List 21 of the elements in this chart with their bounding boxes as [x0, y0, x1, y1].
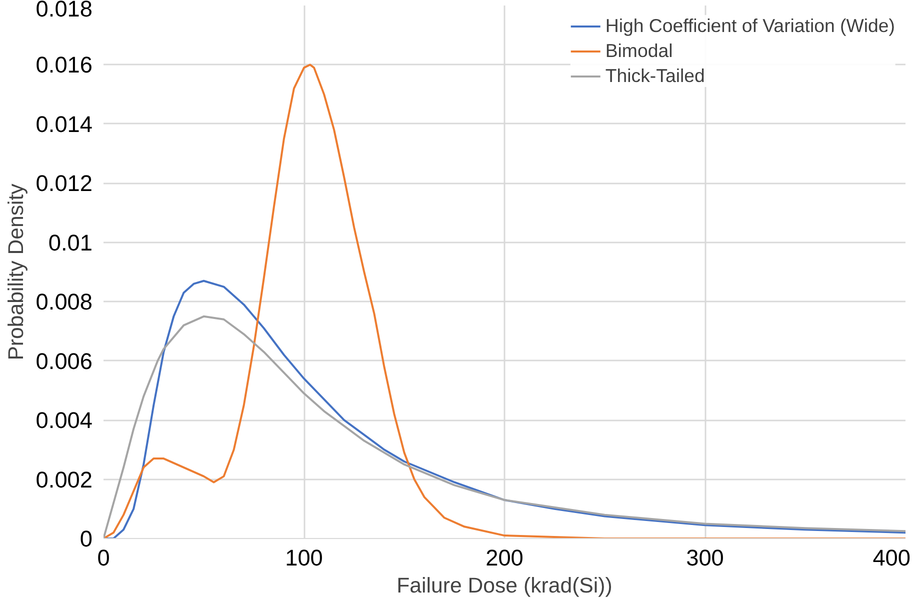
- y-tick-label: 0.008: [36, 288, 93, 315]
- y-tick-label: 0.004: [36, 407, 93, 434]
- legend-label: High Coefficient of Variation (Wide): [605, 15, 895, 37]
- legend-label: Thick-Tailed: [605, 65, 705, 87]
- x-axis-title: Failure Dose (krad(Si)): [396, 574, 612, 598]
- y-tick-label: 0.018: [36, 0, 93, 22]
- x-tick-label: 200: [486, 544, 524, 570]
- y-tick-label: 0.016: [36, 52, 93, 78]
- y-tick-label: 0.012: [36, 170, 93, 196]
- y-tick-label: 0.006: [36, 348, 93, 374]
- y-tick-label: 0: [80, 526, 93, 552]
- legend-label: Bimodal: [605, 40, 673, 62]
- y-axis-title: Probability Density: [4, 183, 28, 360]
- x-tick-label: 0: [97, 544, 110, 570]
- y-tick-label: 0.01: [48, 229, 93, 256]
- y-tick-label: 0.014: [36, 110, 93, 137]
- x-tick-label: 100: [285, 544, 323, 570]
- y-tick-label: 0.002: [36, 466, 93, 492]
- x-tick-label: 400: [872, 544, 911, 570]
- x-tick-label: 300: [686, 544, 724, 570]
- line-series: [104, 64, 906, 538]
